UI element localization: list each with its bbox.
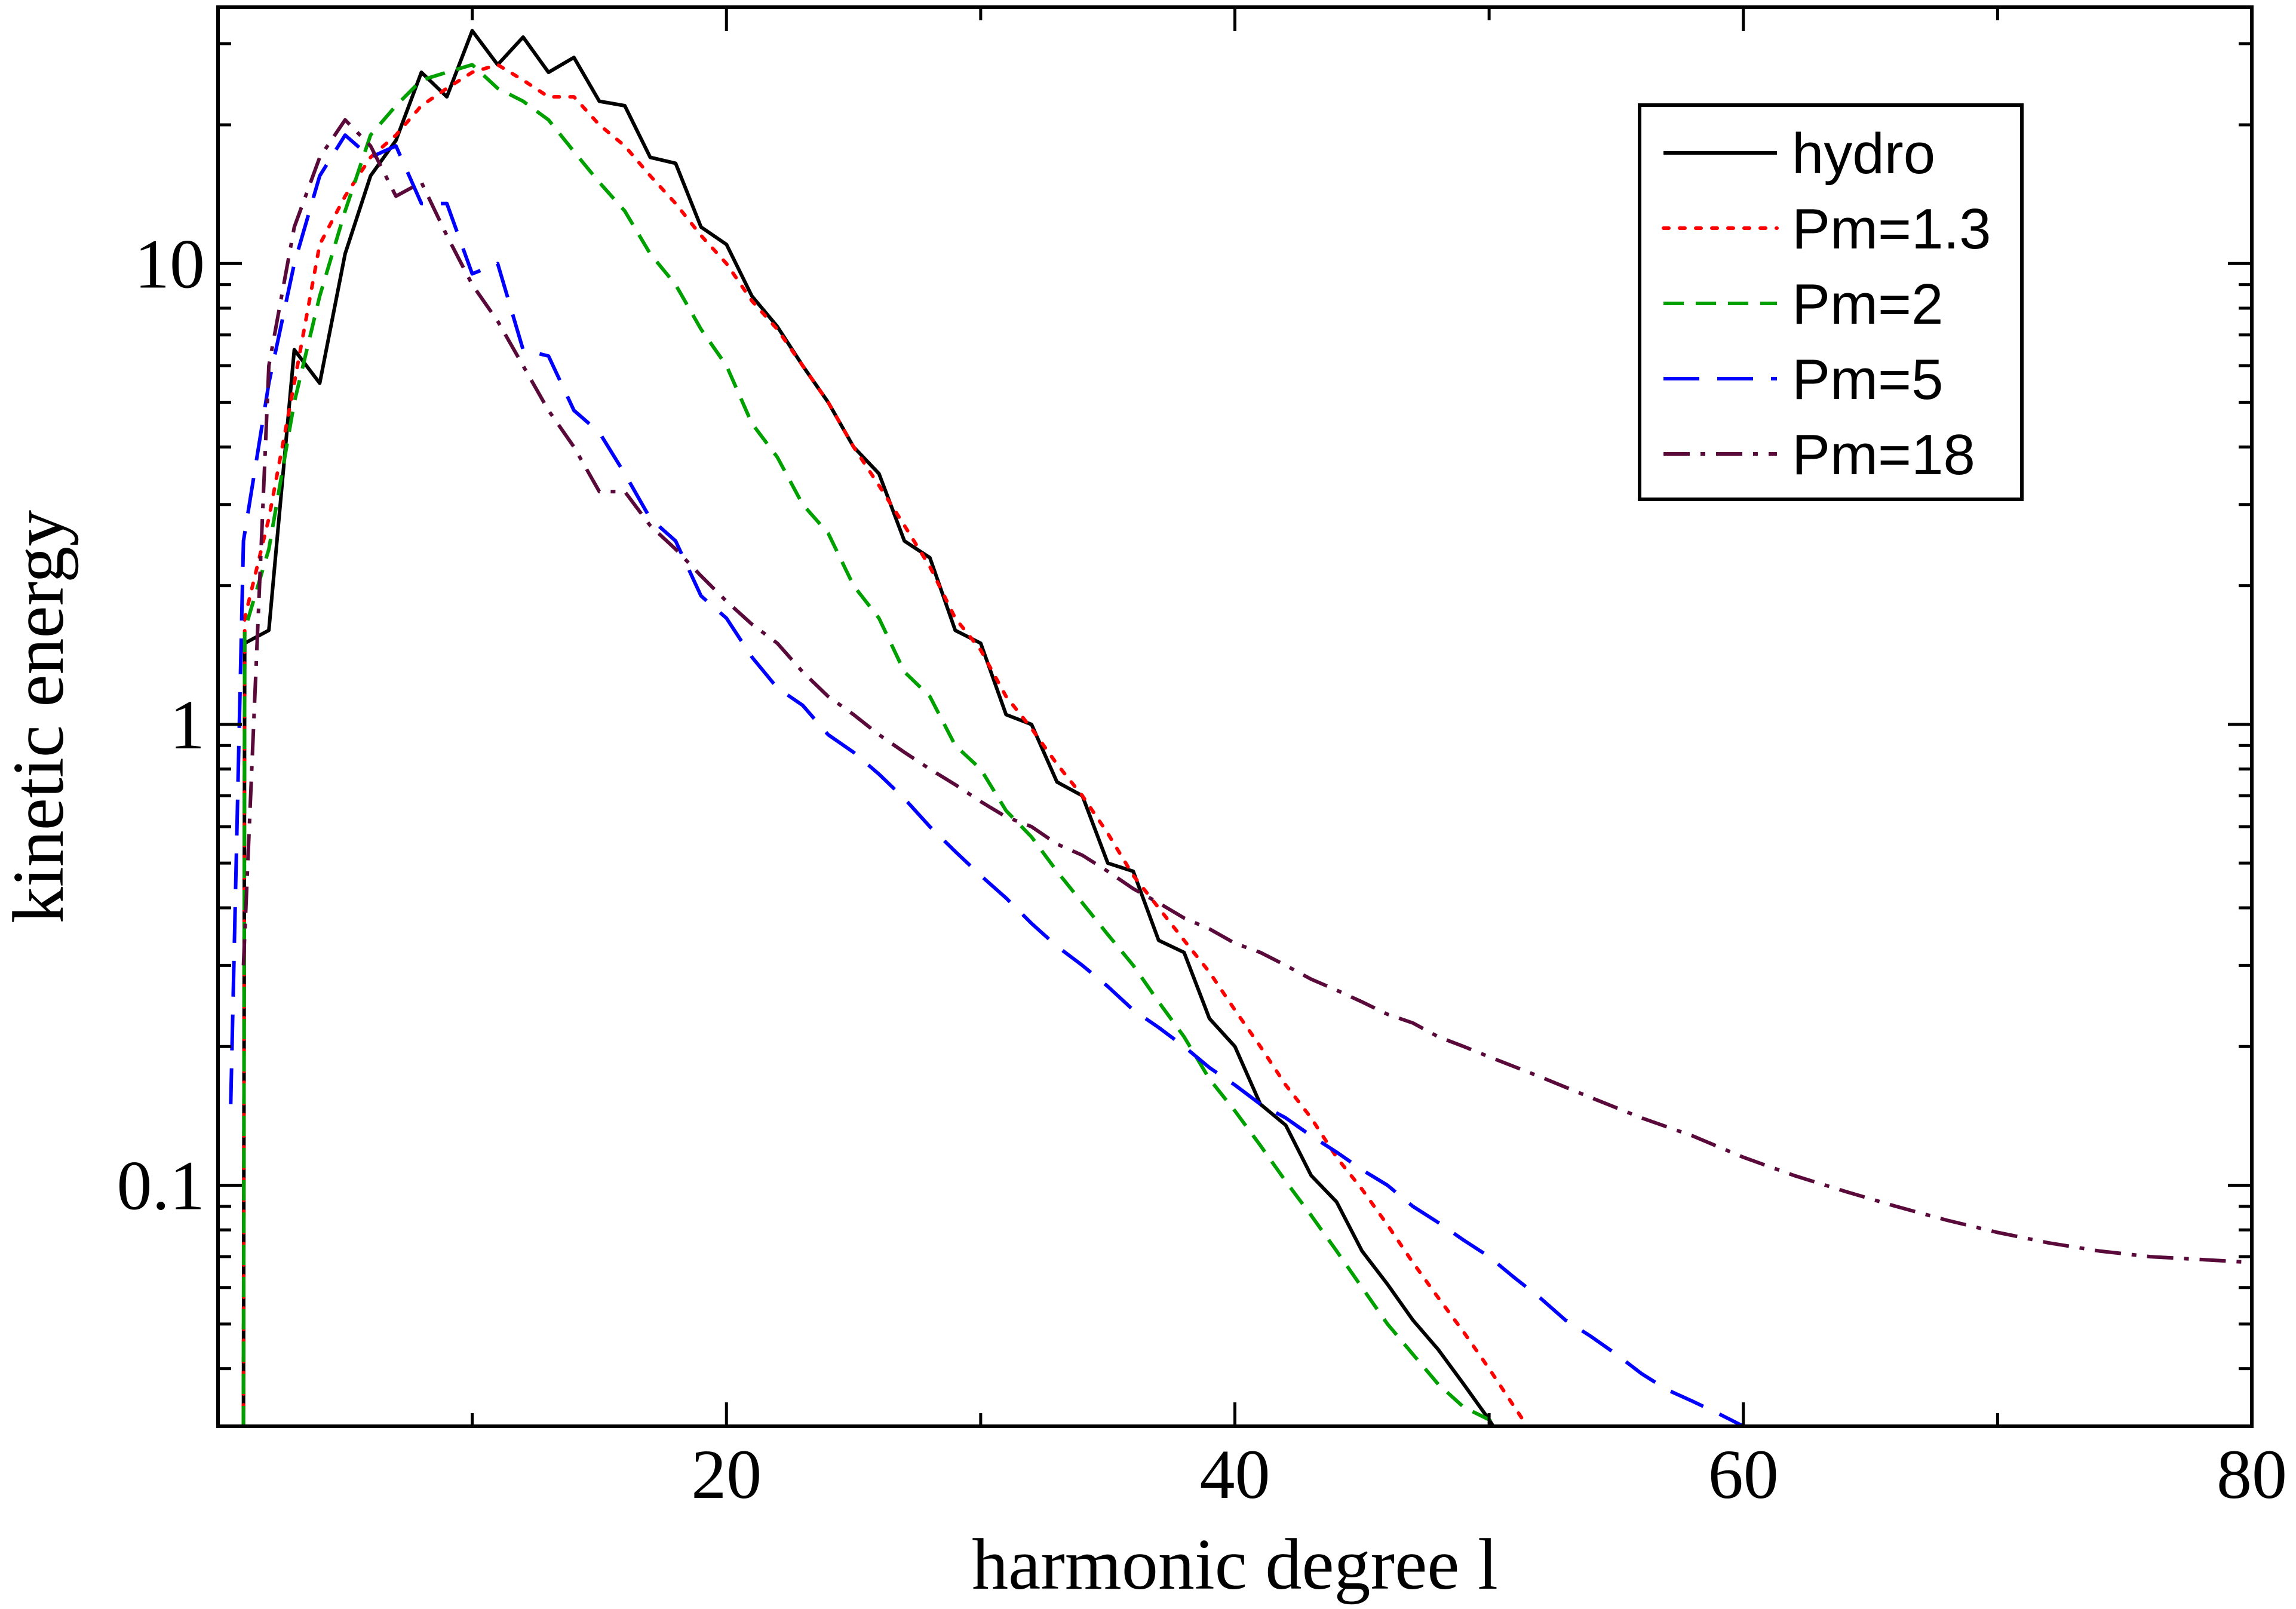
legend-label-pm-1-3: Pm=1.3 xyxy=(1792,197,1991,261)
legend-label-hydro: hydro xyxy=(1792,122,1935,186)
legend: hydro Pm=1.3 Pm=2 Pm=5 Pm=18 xyxy=(1638,103,2024,501)
plot-frame xyxy=(216,5,2254,1428)
legend-label-pm-5: Pm=5 xyxy=(1792,348,1943,412)
legend-label-pm-2: Pm=2 xyxy=(1792,272,1943,336)
y-axis-title: kinetic energy xyxy=(0,510,79,923)
x-tick-label: 80 xyxy=(2217,1435,2287,1513)
y-tick-label: 1 xyxy=(170,686,205,764)
series-layer xyxy=(229,29,2252,1426)
series-line-hydro xyxy=(241,29,1496,1426)
y-tick-label: 0.1 xyxy=(117,1147,205,1225)
legend-label-pm-18: Pm=18 xyxy=(1792,423,1975,487)
x-axis-title: harmonic degree l xyxy=(972,1524,1498,1605)
x-tick-label: 20 xyxy=(691,1435,762,1513)
y-tick-label: 10 xyxy=(134,225,205,303)
x-tick-label: 40 xyxy=(1200,1435,1270,1513)
series-line-pm-5 xyxy=(229,133,1751,1426)
labels-layer: 20 40 60 80 0.1 1 10 xyxy=(117,225,2288,1513)
series-line-pm-18 xyxy=(241,118,2252,1264)
series-line-pm-2 xyxy=(241,63,1498,1426)
x-tick-label: 60 xyxy=(1708,1435,1779,1513)
legend-entries: hydro Pm=1.3 Pm=2 Pm=5 Pm=18 xyxy=(1662,122,1991,487)
series-line-pm-1-3 xyxy=(241,63,1529,1426)
